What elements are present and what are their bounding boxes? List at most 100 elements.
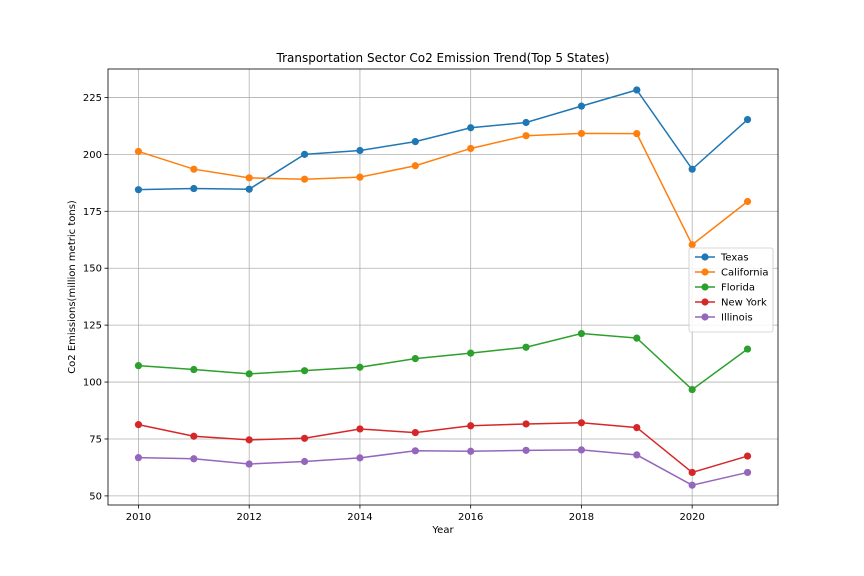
- data-point-california: [577, 129, 586, 138]
- data-point-illinois: [300, 457, 309, 466]
- x-tick-label: 2010: [126, 512, 151, 523]
- series-texas: [134, 86, 752, 194]
- data-point-illinois: [633, 451, 641, 459]
- x-axis-title: Year: [431, 525, 454, 536]
- data-point-california: [190, 165, 198, 173]
- legend-item-california: California: [695, 268, 769, 279]
- data-point-texas: [522, 118, 530, 127]
- data-point-california: [743, 197, 752, 206]
- data-point-illinois: [411, 447, 419, 455]
- x-tick-label: 2020: [679, 512, 704, 523]
- legend-marker-florida: [701, 283, 709, 291]
- y-tick-label: 100: [83, 378, 102, 389]
- data-point-texas: [633, 86, 641, 94]
- series-florida: [134, 329, 752, 394]
- series-line-illinois: [138, 449, 748, 486]
- y-axis-title: Co2 Emissions(million metric tons): [67, 200, 78, 374]
- data-point-new-york: [743, 452, 752, 460]
- legend-box: [688, 247, 774, 333]
- data-point-new-york: [577, 419, 586, 427]
- data-point-new-york: [134, 421, 143, 429]
- series-group: [134, 86, 752, 489]
- data-point-texas: [134, 186, 143, 194]
- x-tick-label: 2016: [458, 512, 483, 523]
- data-point-new-york: [245, 436, 253, 444]
- data-point-illinois: [356, 454, 364, 462]
- data-point-california: [522, 132, 530, 140]
- y-tick-label: 50: [89, 491, 102, 502]
- x-tick-label: 2012: [236, 512, 261, 523]
- data-point-illinois: [467, 447, 475, 455]
- data-point-florida: [577, 329, 586, 338]
- data-point-new-york: [411, 428, 419, 437]
- data-point-illinois: [577, 446, 586, 454]
- data-point-california: [688, 241, 696, 249]
- data-point-texas: [190, 184, 198, 193]
- data-point-florida: [245, 370, 253, 378]
- y-tick-label: 175: [83, 207, 102, 218]
- legend-marker-california: [701, 268, 709, 276]
- series-line-new-york: [138, 422, 748, 474]
- plot-frame: [107, 68, 779, 506]
- y-tick-label: 125: [83, 321, 102, 332]
- data-point-new-york: [633, 423, 641, 432]
- legend-item-illinois: Illinois: [695, 313, 753, 324]
- data-point-california: [134, 147, 143, 156]
- legend-label-new-york: New York: [721, 298, 767, 309]
- data-point-florida: [190, 365, 198, 374]
- data-point-new-york: [688, 468, 696, 477]
- data-point-california: [245, 174, 253, 182]
- data-point-florida: [743, 345, 752, 353]
- y-axis-ticks: 50 75 100 125 150 175 200 225: [83, 93, 108, 502]
- x-tick-label: 2018: [569, 512, 594, 523]
- data-point-new-york: [190, 432, 198, 440]
- x-tick-label: 2014: [347, 512, 372, 523]
- data-point-new-york: [467, 422, 475, 430]
- y-tick-label: 225: [83, 93, 102, 104]
- legend-label-florida: Florida: [721, 283, 755, 294]
- data-point-texas: [411, 138, 419, 146]
- y-tick-label: 200: [83, 150, 102, 161]
- data-point-california: [411, 162, 419, 170]
- grid: [108, 69, 778, 505]
- legend-marker-new-york: [701, 298, 709, 306]
- y-tick-label: 150: [83, 264, 102, 275]
- data-point-new-york: [300, 434, 309, 442]
- data-point-illinois: [522, 446, 530, 454]
- data-point-florida: [134, 362, 143, 370]
- data-point-texas: [356, 146, 364, 155]
- data-point-california: [467, 144, 475, 153]
- legend-marker-texas: [701, 253, 709, 261]
- data-point-california: [356, 173, 364, 181]
- data-point-california: [633, 130, 641, 138]
- data-point-new-york: [522, 420, 530, 428]
- legend-marker-illinois: [701, 313, 709, 321]
- data-point-texas: [245, 185, 253, 193]
- data-point-florida: [300, 367, 309, 375]
- legend: Texas California Florida New York Illinois: [688, 247, 774, 333]
- data-point-california: [300, 175, 309, 183]
- y-tick-label: 75: [89, 434, 102, 445]
- data-point-florida: [688, 385, 696, 394]
- data-point-illinois: [134, 454, 143, 462]
- legend-item-new-york: New York: [695, 298, 767, 309]
- data-point-texas: [688, 165, 696, 173]
- series-california: [134, 129, 752, 249]
- legend-label-illinois: Illinois: [721, 313, 753, 324]
- data-point-texas: [577, 102, 586, 110]
- data-point-illinois: [245, 460, 253, 468]
- data-point-new-york: [356, 425, 364, 433]
- data-point-florida: [633, 334, 641, 342]
- chart-title: Transportation Sector Co2 Emission Trend…: [276, 51, 610, 65]
- data-point-texas: [467, 124, 475, 132]
- data-point-texas: [743, 115, 752, 124]
- data-point-illinois: [743, 468, 752, 477]
- data-point-florida: [356, 363, 364, 371]
- data-point-florida: [467, 349, 475, 357]
- series-illinois: [134, 446, 752, 489]
- legend-label-california: California: [721, 268, 769, 279]
- legend-item-texas: Texas: [695, 253, 749, 264]
- series-new-york: [134, 419, 752, 477]
- x-axis-ticks: 2010 2012 2014 2016 2018 2020: [126, 505, 705, 523]
